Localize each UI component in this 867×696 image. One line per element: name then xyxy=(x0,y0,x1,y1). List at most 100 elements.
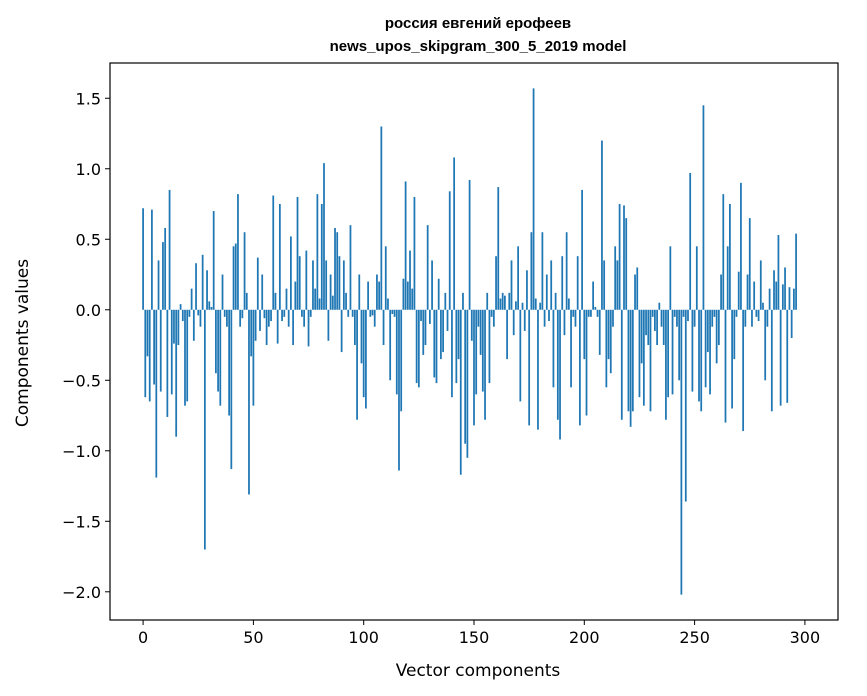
bar-48 xyxy=(248,309,250,495)
bar-172 xyxy=(521,302,524,310)
bar-40 xyxy=(230,309,233,470)
bar-230 xyxy=(649,309,652,412)
bar-56 xyxy=(265,309,268,346)
bar-41 xyxy=(232,246,235,310)
bar-276 xyxy=(751,309,753,327)
bar-203 xyxy=(590,309,592,317)
bar-47 xyxy=(245,292,248,310)
bar-1 xyxy=(144,309,147,398)
bar-197 xyxy=(576,256,579,310)
bar-227 xyxy=(642,309,645,406)
bar-241 xyxy=(673,309,676,317)
bar-118 xyxy=(402,278,405,310)
bar-90 xyxy=(340,309,343,353)
bar-208 xyxy=(601,140,603,310)
bar-223 xyxy=(634,274,636,310)
x-tick-label: 50 xyxy=(243,628,263,647)
bar-69 xyxy=(294,281,297,310)
bar-287 xyxy=(775,281,778,310)
bar-202 xyxy=(587,309,590,317)
bar-268 xyxy=(733,309,736,360)
plot-frame xyxy=(109,62,839,621)
bar-91 xyxy=(342,260,345,310)
bar-112 xyxy=(389,309,392,381)
bar-294 xyxy=(790,309,793,338)
bar-140 xyxy=(451,309,453,398)
bar-213 xyxy=(612,309,614,327)
bar-191 xyxy=(563,309,566,336)
bar-206 xyxy=(596,309,599,317)
bar-0 xyxy=(142,208,144,310)
bar-36 xyxy=(221,274,224,310)
bar-239 xyxy=(669,246,672,310)
bar-89 xyxy=(338,256,341,310)
bar-133 xyxy=(435,309,438,384)
bar-260 xyxy=(715,309,718,364)
bar-128 xyxy=(424,309,427,346)
bar-93 xyxy=(347,309,350,317)
bar-43 xyxy=(237,194,239,310)
bar-19 xyxy=(184,309,186,406)
bar-190 xyxy=(561,256,564,310)
bar-77 xyxy=(312,260,314,310)
bar-121 xyxy=(409,250,411,310)
bar-270 xyxy=(737,271,740,310)
bar-254 xyxy=(702,105,705,310)
bar-171 xyxy=(519,309,522,402)
bar-81 xyxy=(320,204,323,310)
bar-228 xyxy=(645,309,647,336)
bar-92 xyxy=(345,292,347,310)
bar-219 xyxy=(625,218,628,310)
bar-235 xyxy=(660,309,663,327)
bar-63 xyxy=(281,309,283,322)
bar-142 xyxy=(455,309,458,384)
bar-136 xyxy=(442,309,444,353)
bar-265 xyxy=(726,246,729,310)
bar-189 xyxy=(559,309,561,440)
bar-79 xyxy=(316,194,319,310)
bar-173 xyxy=(523,309,526,331)
bar-85 xyxy=(329,274,332,310)
bar-73 xyxy=(303,309,306,327)
bar-94 xyxy=(349,225,352,310)
bar-12 xyxy=(168,189,171,310)
bar-74 xyxy=(305,250,308,310)
bar-168 xyxy=(512,309,515,336)
bar-277 xyxy=(753,281,756,310)
bar-37 xyxy=(223,309,226,317)
bar-129 xyxy=(426,225,429,310)
bar-222 xyxy=(631,309,634,412)
bar-177 xyxy=(532,88,535,310)
bar-281 xyxy=(762,302,764,310)
bar-163 xyxy=(501,292,504,310)
bar-45 xyxy=(241,309,244,319)
bar-180 xyxy=(539,302,542,310)
bar-72 xyxy=(301,309,303,317)
bar-210 xyxy=(605,309,608,388)
bar-238 xyxy=(667,309,670,398)
bar-59 xyxy=(272,195,275,310)
bar-253 xyxy=(700,309,703,412)
bar-216 xyxy=(618,204,621,310)
bar-266 xyxy=(729,204,731,310)
bar-156 xyxy=(486,292,489,310)
bar-193 xyxy=(567,298,570,310)
bar-209 xyxy=(603,260,606,310)
bar-123 xyxy=(413,196,416,310)
bar-175 xyxy=(528,309,531,426)
bar-252 xyxy=(698,309,700,402)
bar-7 xyxy=(157,260,160,310)
bar-220 xyxy=(627,309,630,412)
bar-138 xyxy=(446,309,449,331)
bar-183 xyxy=(545,274,548,310)
bar-33 xyxy=(215,309,217,374)
y-tick-label: −2.0 xyxy=(62,583,101,602)
x-axis-ticks: 0 50 100 150 200 250 300 xyxy=(138,620,820,647)
bars-group xyxy=(142,88,797,595)
bar-14 xyxy=(173,309,175,344)
bar-264 xyxy=(724,309,727,423)
bar-98 xyxy=(358,274,361,310)
bar-29 xyxy=(206,270,208,310)
bar-54 xyxy=(261,274,264,310)
bar-240 xyxy=(671,309,674,395)
